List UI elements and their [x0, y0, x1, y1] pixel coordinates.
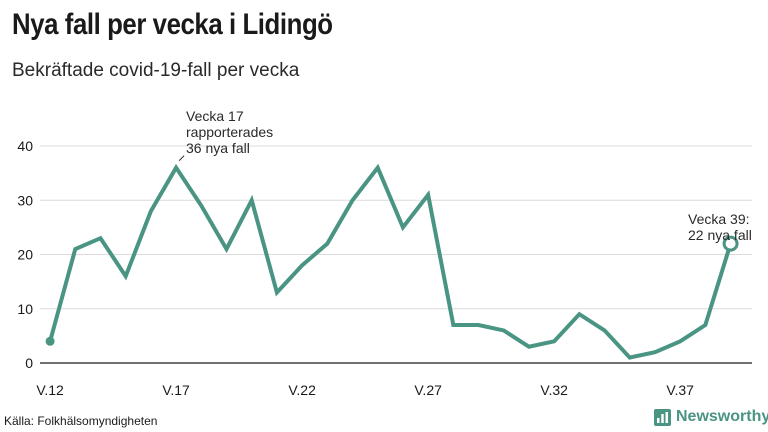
x-tick-label: V.22 — [288, 382, 316, 398]
data-point-end — [722, 235, 739, 252]
annotation-text: Vecka 39: — [688, 211, 750, 227]
source-note: Källa: Folkhälsomyndigheten — [4, 414, 158, 428]
annotation-leader — [178, 155, 185, 162]
x-tick-label: V.12 — [36, 382, 64, 398]
annotation-text: 22 nya fall — [688, 227, 752, 243]
annotation-text: Vecka 17 — [186, 108, 244, 124]
y-axis: 0 10 20 30 40 — [17, 138, 33, 371]
bar-chart-icon — [654, 408, 671, 426]
y-tick-label: 0 — [25, 355, 33, 371]
y-tick-label: 10 — [17, 301, 33, 317]
brand-name: Newsworthy — [676, 408, 768, 425]
y-tick-label: 40 — [17, 138, 33, 154]
x-tick-label: V.32 — [540, 382, 568, 398]
annotation-text: 36 nya fall — [186, 140, 250, 156]
x-tick-label: V.27 — [414, 382, 442, 398]
brand-logo: Newsworthy — [654, 408, 768, 426]
annotation-text: rapporterades — [186, 124, 273, 140]
series-line — [48, 163, 733, 360]
data-point-start — [45, 336, 55, 346]
grid-lines — [40, 145, 752, 364]
chart-subtitle: Bekräftade covid-19-fall per vecka — [12, 60, 300, 81]
x-axis: V.12 V.17 V.22 V.27 V.32 V.37 — [36, 382, 694, 398]
y-tick-label: 20 — [17, 247, 33, 263]
x-tick-label: V.37 — [666, 382, 694, 398]
chart-title: Nya fall per vecka i Lidingö — [12, 8, 333, 41]
y-tick-label: 30 — [17, 192, 33, 208]
series-group — [45, 163, 739, 360]
x-tick-label: V.17 — [162, 382, 190, 398]
